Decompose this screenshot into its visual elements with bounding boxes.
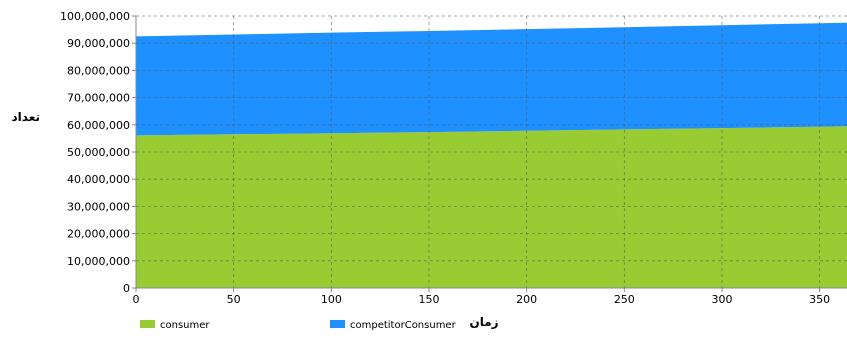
y-tick-label: 80,000,000	[67, 64, 130, 77]
legend-swatch-competitor-consumer	[330, 320, 345, 328]
x-tick-label: 250	[614, 293, 635, 306]
y-tick-label: 20,000,000	[67, 228, 130, 241]
legend-item-competitor-consumer: competitorConsumer	[330, 319, 456, 333]
x-tick-label: 50	[227, 293, 241, 306]
legend-label-competitor-consumer: competitorConsumer	[350, 320, 456, 331]
x-tick-label: 350	[809, 293, 830, 306]
x-axis-title: زمان	[469, 315, 498, 329]
legend-label-consumer: consumer	[160, 320, 210, 331]
gridlines	[136, 15, 847, 288]
y-tick-label: 60,000,000	[67, 119, 130, 132]
y-tick-label: 90,000,000	[67, 37, 130, 50]
x-tick-label: 200	[516, 293, 537, 306]
y-tick-label: 70,000,000	[67, 92, 130, 105]
y-tick-label: 40,000,000	[67, 173, 130, 186]
area-competitor-consumer	[136, 22, 847, 136]
series-areas	[136, 22, 847, 288]
y-tick-label: 30,000,000	[67, 200, 130, 213]
y-tick-label: 10,000,000	[67, 255, 130, 268]
y-tick-labels: 0 10,000,000 20,000,000 30,000,000 40,000,00…	[60, 10, 136, 295]
x-tick-label: 300	[711, 293, 732, 306]
legend-swatch-consumer	[140, 320, 155, 328]
legend-item-consumer: consumer	[140, 319, 210, 333]
y-tick-label: 0	[123, 282, 130, 295]
x-tick-label: 0	[133, 293, 140, 306]
area-consumer	[136, 126, 847, 288]
x-tick-label: 100	[321, 293, 342, 306]
y-tick-label: 50,000,000	[67, 146, 130, 159]
y-axis-title: تعداد	[12, 110, 40, 124]
x-tick-labels: 0 50 100 150 200 250 300 350	[133, 288, 830, 306]
x-tick-label: 150	[418, 293, 439, 306]
y-tick-label: 100,000,000	[60, 10, 130, 23]
